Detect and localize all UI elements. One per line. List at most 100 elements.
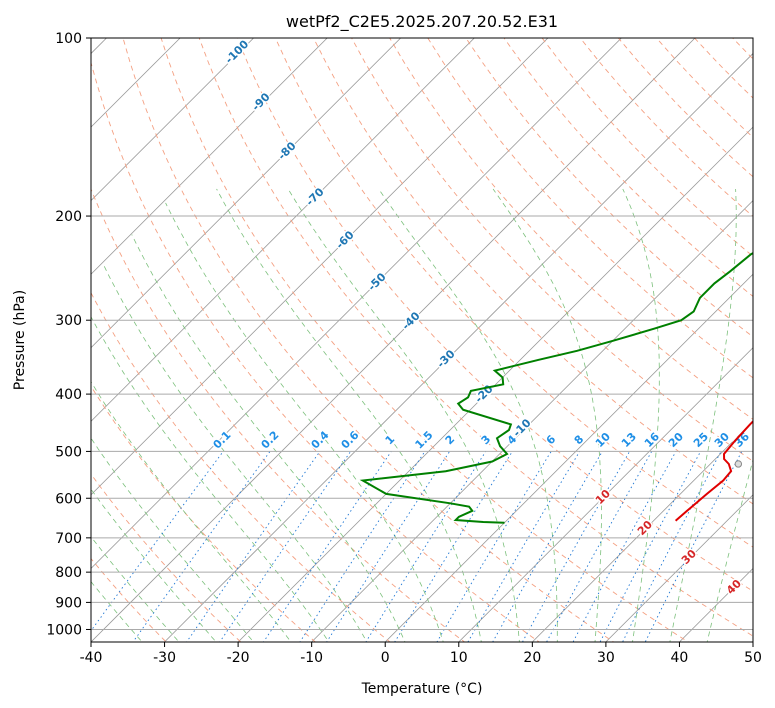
mixing-ratio-label: 8: [572, 433, 587, 448]
mixing-ratio-label: 20: [666, 430, 686, 450]
dry-adiabat: [236, 38, 753, 592]
dry-adiabat-label: -30: [434, 347, 457, 370]
isotherm: [91, 38, 622, 569]
moist-adiabat: [102, 262, 368, 642]
moist-adiabat-label: 30: [679, 547, 699, 567]
dry-adiabat: [731, 38, 753, 60]
dry-adiabat: [541, 38, 753, 257]
mixing-ratio-line: [365, 451, 487, 642]
dry-adiabat: [503, 38, 753, 297]
isotherm: [237, 126, 753, 642]
dry-adiabat: [91, 473, 242, 642]
moist-adiabat: [287, 188, 520, 642]
isotherm: [91, 38, 181, 128]
mixing-ratio-line: [394, 451, 513, 642]
isotherm: [311, 200, 753, 642]
dry-adiabat: [465, 38, 753, 338]
isotherm: [91, 38, 696, 642]
dry-adiabat: [198, 38, 753, 637]
moist-adiabat: [492, 188, 602, 642]
moist-adiabat: [91, 437, 254, 642]
isotherm: [163, 52, 753, 642]
dry-adiabat: [91, 291, 391, 642]
mixing-ratio-label: 2: [443, 433, 458, 448]
x-tick-label: 10: [450, 650, 468, 666]
x-tick-label: 0: [381, 650, 390, 666]
moist-adiabat: [91, 581, 143, 642]
mixing-ratio-label: 6: [544, 432, 559, 447]
temperature-line: [674, 419, 753, 522]
dry-adiabat-label: -90: [249, 90, 272, 113]
isotherm: [91, 38, 328, 275]
moist-adiabat: [91, 488, 217, 642]
line-labels: -100-90-80-70-60-50-40-30-20-10102030400…: [209, 38, 753, 599]
plot-frame: [90, 37, 754, 643]
profiles: [359, 252, 753, 524]
dry-adiabat-label: -40: [399, 309, 422, 332]
dewpoint-line: [359, 252, 753, 524]
mixing-ratio-label: 0.1: [211, 429, 234, 452]
y-axis: 1000 900 800 700 600 500 400 300 200 100: [46, 31, 91, 638]
moist-adiabat: [165, 202, 444, 642]
dry-adiabat: [91, 61, 540, 642]
isotherm: [91, 38, 402, 349]
lcl-marker: [734, 460, 743, 468]
moist-adiabat: [91, 380, 292, 642]
y-tick-label: 500: [55, 444, 82, 460]
y-tick-label: 800: [55, 565, 82, 581]
isotherm: [91, 38, 549, 496]
moist-adiabat: [91, 315, 330, 642]
mixing-ratio-line: [521, 451, 630, 642]
dry-adiabat: [91, 385, 317, 642]
dry-adiabat: [274, 38, 753, 548]
moist-adiabat: [669, 188, 737, 642]
x-axis: -40 -30 -20 -10 0 10 20 30 40 50: [80, 642, 762, 666]
mixing-ratio-label: 16: [642, 430, 662, 450]
isotherm: [91, 38, 475, 422]
moist-adiabat-label: 10: [593, 487, 613, 507]
moist-adiabat: [216, 188, 482, 642]
mixing-ratio-line: [91, 451, 224, 632]
mixing-ratio-label: 0.2: [259, 429, 282, 452]
mixing-ratio-label: 3: [479, 433, 494, 448]
mixing-ratio-line: [326, 451, 451, 642]
isotherm: [531, 420, 753, 642]
y-tick-label: 300: [55, 313, 82, 329]
dry-adiabat: [160, 38, 690, 642]
x-tick-label: 50: [744, 650, 762, 666]
x-tick-label: -10: [300, 650, 323, 666]
y-tick-label: 900: [55, 595, 82, 611]
dry-adiabat: [122, 38, 615, 642]
y-tick-label: 100: [55, 31, 82, 47]
isotherm: [91, 38, 255, 202]
dry-adiabat-label: -10: [510, 416, 533, 439]
dry-adiabat: [389, 38, 753, 420]
moist-adiabat: [622, 188, 660, 642]
x-tick-label: -20: [227, 650, 250, 666]
dry-adiabat: [351, 38, 753, 462]
dry-adiabat-label: -80: [275, 139, 298, 162]
background-lines: [0, 11, 753, 654]
x-tick-label: 20: [523, 650, 541, 666]
y-tick-label: 200: [55, 209, 82, 225]
x-tick-label: 40: [671, 650, 689, 666]
moist-adiabat: [131, 234, 406, 642]
isotherm: [752, 641, 753, 642]
mixing-ratio-label: 10: [593, 430, 613, 450]
isotherm: [605, 494, 753, 642]
dry-adiabat: [313, 38, 753, 505]
isotherm: [0, 11, 60, 654]
y-tick-label: 400: [55, 387, 82, 403]
pressure-grid: [91, 37, 753, 630]
mixing-ratio-line: [186, 451, 321, 642]
mixing-ratio-line: [262, 451, 392, 642]
moist-adiabat: [706, 458, 753, 642]
chart-title: wetPf2_C2E5.2025.207.20.52.E31: [286, 12, 558, 32]
mixing-ratio-label: 0.4: [309, 428, 332, 451]
mixing-ratio-line: [436, 451, 552, 642]
x-tick-label: -30: [153, 650, 176, 666]
dry-adiabat: [427, 38, 753, 379]
x-axis-title: Temperature (°C): [361, 681, 483, 697]
y-tick-label: 700: [55, 531, 82, 547]
